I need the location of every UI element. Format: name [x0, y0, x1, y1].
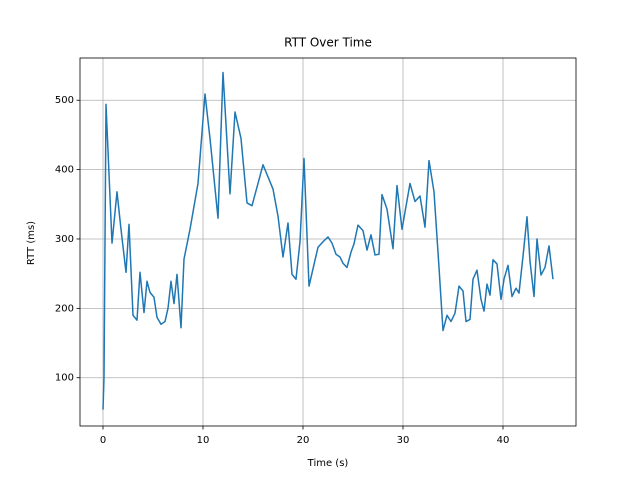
y-tick-label: 300 — [55, 234, 74, 245]
x-tick-label: 30 — [397, 435, 410, 446]
y-axis-label: RTT (ms) — [26, 221, 37, 265]
x-axis-label: Time (s) — [307, 458, 349, 469]
y-tick-label: 200 — [55, 303, 74, 314]
x-tick-label: 0 — [100, 435, 106, 446]
line-series — [102, 71, 554, 410]
chart-title: RTT Over Time — [284, 36, 372, 50]
plot-frame — [79, 57, 577, 427]
y-tick-label: 500 — [55, 95, 74, 106]
y-tick-label: 400 — [55, 165, 74, 176]
x-tick-label: 40 — [497, 435, 510, 446]
x-tick-label: 20 — [297, 435, 310, 446]
x-tick-label: 10 — [197, 435, 210, 446]
y-tick-label: 100 — [55, 373, 74, 384]
